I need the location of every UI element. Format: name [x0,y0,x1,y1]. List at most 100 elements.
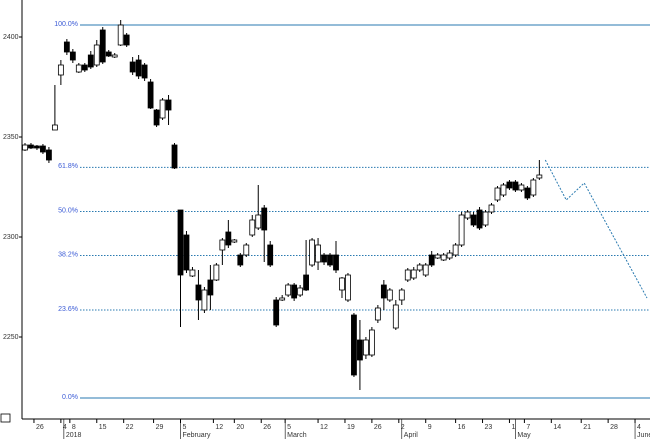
fib-label: 50.0% [58,207,78,214]
candle-body [279,297,286,301]
candle-body [392,304,399,329]
month-label: February [182,432,211,439]
candle-body [536,174,543,179]
candle-body [99,29,106,63]
candle-body [63,41,70,53]
candle-body [452,244,459,256]
candle-body [506,181,513,189]
candle-body [261,207,268,231]
candle-body [219,239,226,251]
candle-body [488,204,495,213]
x-tick-label: 22 [126,424,134,431]
candle-body [153,109,160,126]
candle-body [470,214,477,226]
candle-body [530,179,537,196]
candle-body [51,124,58,131]
x-tick-label: 4 [63,424,67,431]
candle-body [231,239,238,243]
candle-body [345,274,351,301]
candle-body [165,99,172,111]
y-tick-label: 2400 [3,34,19,41]
candle-body [189,269,196,277]
candle-body [105,51,112,57]
x-tick-label: 1 [511,424,515,431]
y-tick-label: 2300 [3,234,19,241]
candle-body [93,44,100,66]
candle-body [195,284,202,301]
x-tick-label: 16 [458,424,466,431]
candle-body [368,329,375,356]
candle-body [398,289,405,301]
month-label: 2018 [66,432,82,439]
candle-body [416,264,423,271]
candle-body [46,149,52,161]
x-tick-label: 29 [156,424,164,431]
candle-body [87,54,94,68]
candle-body [476,209,483,229]
x-tick-label: 26 [263,424,271,431]
candle-body [315,244,321,263]
candle-body [267,244,274,266]
candle-body [327,254,333,266]
candle-body [518,184,525,191]
candle-body [291,284,298,299]
candle-body [434,254,441,259]
candle-body [422,264,429,276]
y-tick-label: 2250 [3,334,19,341]
candle-body [225,231,232,246]
y-tick-label: 2350 [3,134,19,141]
candle-body [249,219,256,236]
candle-body [159,99,166,119]
fib-label: 100.0% [54,21,78,28]
candle-body [75,64,82,73]
x-tick-label: 20 [236,424,244,431]
projection-line [544,159,648,299]
candle-body [303,274,309,291]
x-tick-label: 2 [401,424,405,431]
candle-body [482,211,489,226]
x-tick-label: 12 [215,424,223,431]
candle-body [69,51,76,61]
candle-body [28,144,34,149]
corner-box [0,413,11,423]
x-tick-label: 26 [36,424,44,431]
candle-body [464,211,471,219]
month-label: May [517,432,531,439]
candle-body [309,239,315,266]
candle-body [351,314,357,376]
candle-body [171,144,178,169]
fib-label: 23.6% [58,306,78,313]
fib-label: 61.8% [58,163,78,170]
candle-body [363,339,369,356]
candle-body [524,187,531,199]
candle-body [255,214,262,229]
candle-body [111,54,118,58]
candle-body [404,269,411,281]
candle-body [243,244,250,256]
x-tick-label: 28 [610,424,618,431]
candle-body [57,64,64,76]
x-tick-label: 21 [583,424,591,431]
month-label: March [287,432,307,439]
candle-body [34,145,40,149]
candle-body [446,252,453,259]
x-tick-label: 9 [428,424,432,431]
candle-body [380,284,387,299]
candle-body [440,254,447,261]
x-tick-label: 15 [99,424,107,431]
fib-label: 38.2% [58,251,78,258]
candle-body [357,339,363,361]
x-tick-label: 12 [320,424,328,431]
candle-body [273,299,280,326]
candle-body [117,24,124,46]
candle-body [201,289,208,311]
candle-body [147,81,154,109]
x-tick-label: 5 [182,424,186,431]
x-tick-label: 5 [287,424,291,431]
candle-body [177,209,184,276]
x-tick-label: 26 [374,424,382,431]
candle-body [237,254,244,266]
x-tick-label: 19 [347,424,355,431]
